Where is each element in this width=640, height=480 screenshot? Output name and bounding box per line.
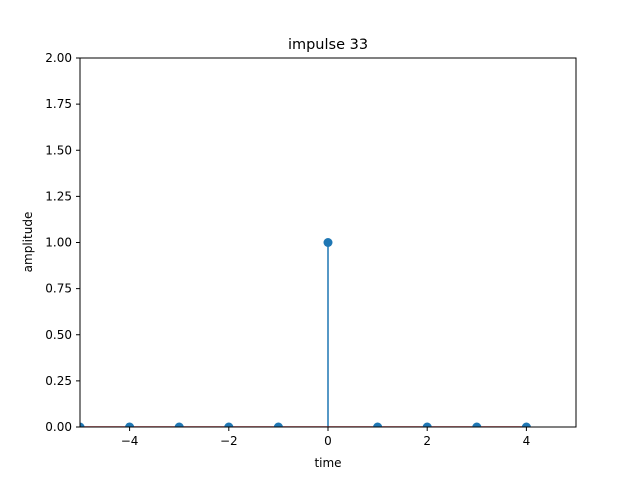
stem-marker (472, 422, 482, 427)
y-tick-label: 2.00 (45, 51, 72, 65)
x-tick-label: 2 (423, 434, 431, 448)
y-tick-label: 1.00 (45, 236, 72, 250)
stem-marker (273, 422, 283, 427)
chart-title: impulse 33 (288, 37, 368, 53)
stem-marker (125, 422, 135, 427)
stem-marker (373, 422, 383, 427)
plot-area (80, 238, 531, 427)
y-tick-label: 0.75 (45, 282, 72, 296)
stem-marker (422, 422, 432, 427)
y-axis-label: amplitude (21, 212, 35, 273)
x-tick-label: −4 (121, 434, 139, 448)
y-tick-label: 1.75 (45, 97, 72, 111)
stem-marker (521, 422, 531, 427)
x-tick-label: 4 (523, 434, 531, 448)
x-tick-label: −2 (220, 434, 238, 448)
stem-marker (323, 238, 333, 247)
y-tick-label: 1.50 (45, 143, 72, 157)
x-tick-label: 0 (324, 434, 332, 448)
x-axis: −4 −2 0 2 4 (121, 427, 530, 448)
x-axis-label: time (314, 456, 341, 470)
stem-marker (80, 422, 85, 427)
y-tick-label: 0.25 (45, 374, 72, 388)
y-tick-label: 0.50 (45, 328, 72, 342)
stem-marker (174, 422, 184, 427)
stem-marker (224, 422, 234, 427)
y-tick-label: 1.25 (45, 189, 72, 203)
y-tick-label: 0.00 (45, 420, 72, 434)
y-axis: 0.00 0.25 0.50 0.75 1.00 1.25 1.50 1.75 2.00 (45, 51, 80, 434)
